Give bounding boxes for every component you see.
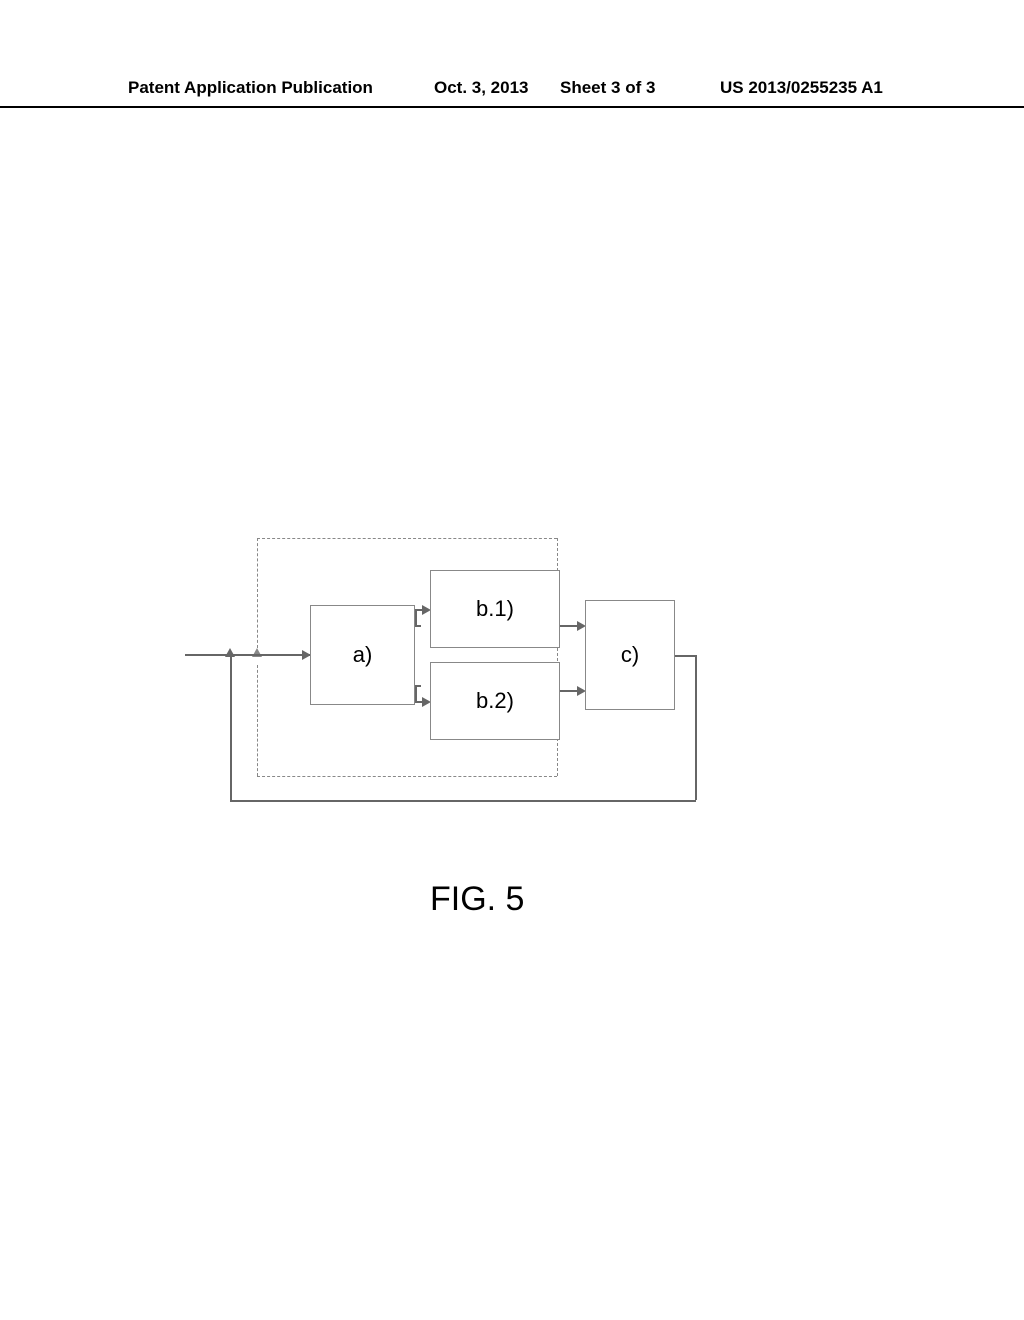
feedback-arrowhead <box>225 648 235 657</box>
input-line <box>185 654 310 656</box>
dashed-arrowhead <box>252 648 262 657</box>
dashed-top <box>257 538 557 539</box>
feedback-right <box>675 655 695 657</box>
dashed-left-lower <box>257 665 258 776</box>
block-b2: b.2) <box>430 662 560 740</box>
publication-type: Patent Application Publication <box>128 78 373 98</box>
line-a-b1 <box>415 609 417 626</box>
block-a: a) <box>310 605 415 705</box>
block-a-label: a) <box>353 642 373 668</box>
block-b2-label: b.2) <box>476 688 514 714</box>
publication-date: Oct. 3, 2013 <box>434 78 529 98</box>
feedback-down <box>695 655 697 800</box>
page-header: Patent Application Publication Oct. 3, 2… <box>0 78 1024 108</box>
line-a-b2 <box>415 685 417 702</box>
line-b2-c <box>560 690 578 692</box>
feedback-up <box>230 655 232 800</box>
feedback-bottom <box>230 800 696 802</box>
publication-number: US 2013/0255235 A1 <box>720 78 883 98</box>
block-c: c) <box>585 600 675 710</box>
block-b1: b.1) <box>430 570 560 648</box>
line-b1-c <box>560 625 578 627</box>
block-c-label: c) <box>621 642 639 668</box>
figure-caption: FIG. 5 <box>430 880 524 919</box>
block-b1-label: b.1) <box>476 596 514 622</box>
sheet-number: Sheet 3 of 3 <box>560 78 655 98</box>
block-diagram: a) b.1) b.2) c) <box>215 530 715 810</box>
dashed-bottom <box>257 776 557 777</box>
dashed-left <box>257 538 258 648</box>
